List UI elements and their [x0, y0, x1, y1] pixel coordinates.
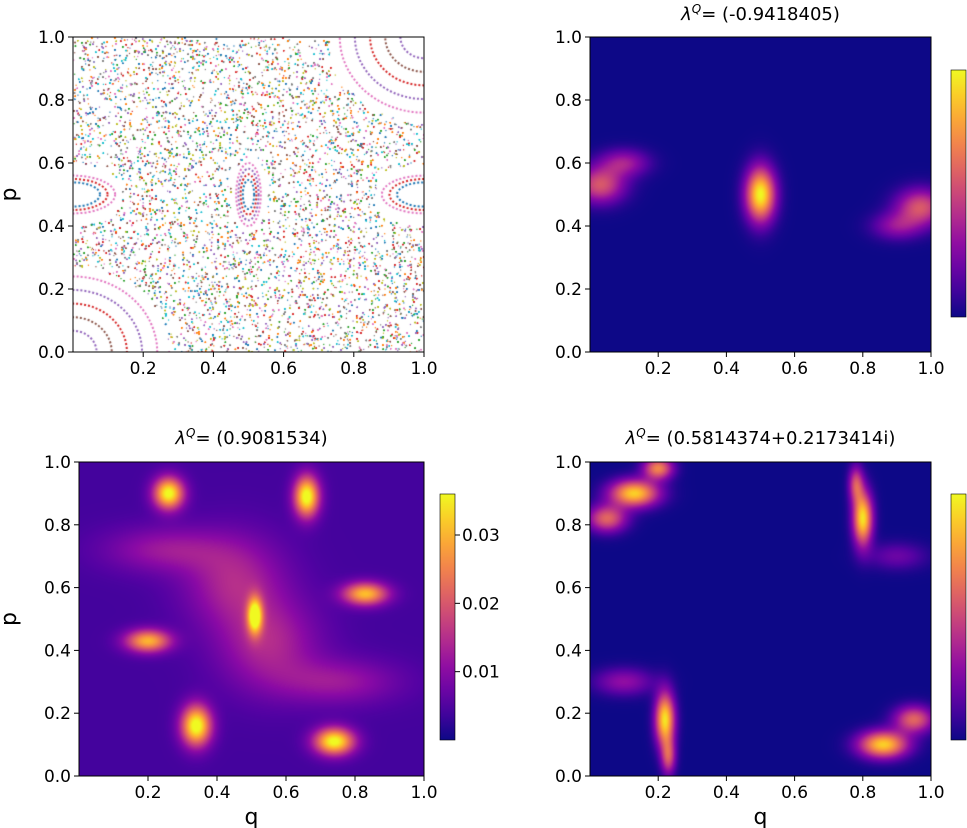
y-tick-label: 0.4	[555, 641, 582, 661]
x-tick-label: 0.2	[645, 783, 672, 803]
y-tick-label: 0.0	[38, 343, 65, 363]
y-tick-label: 0.4	[555, 217, 582, 237]
x-tick-label: 0.6	[270, 359, 297, 379]
y-axis-label: p	[0, 612, 22, 626]
y-tick-label: 0.6	[44, 579, 71, 599]
y-tick-label: 0.0	[555, 343, 582, 363]
y-tick-label: 1.0	[555, 453, 582, 473]
y-tick-label: 0.0	[555, 767, 582, 787]
y-tick-label: 0.2	[555, 280, 582, 300]
y-tick-label: 0.8	[555, 91, 582, 111]
y-tick-label: 1.0	[44, 453, 71, 473]
y-tick-label: 0.2	[38, 280, 65, 300]
y-axis-label: p	[0, 188, 22, 202]
x-tick-label: 0.6	[781, 359, 808, 379]
y-tick-label: 0.4	[38, 217, 65, 237]
x-tick-label: 0.2	[130, 359, 157, 379]
x-axis-label: q	[245, 805, 259, 828]
y-tick-label: 0.2	[44, 704, 71, 724]
y-tick-label: 0.8	[555, 516, 582, 536]
colorbar-tick-label: 0.02	[462, 594, 500, 614]
y-tick-label: 0.6	[555, 579, 582, 599]
colorbar-tick-label: 0.01	[462, 663, 500, 683]
x-tick-label: 0.4	[713, 783, 740, 803]
plot-frame	[589, 36, 932, 353]
colorbar-2: 0.01 0.02 0.03	[439, 493, 500, 741]
y-tick-label: 1.0	[555, 28, 582, 48]
colorbar-1	[950, 69, 967, 318]
chart-title: λQ= (0.9081534)	[174, 426, 327, 449]
x-tick-label: 0.8	[341, 783, 368, 803]
y-tick-label: 0.2	[555, 704, 582, 724]
colorbar-3	[950, 493, 967, 741]
colorbar-gradient	[439, 493, 456, 741]
x-tick-label: 0.8	[849, 783, 876, 803]
colorbar-gradient	[950, 69, 967, 318]
y-tick-label: 0.0	[44, 767, 71, 787]
chart-title: λQ= (0.5814374+0.2173414i)	[625, 426, 896, 449]
y-tick-label: 0.6	[38, 154, 65, 174]
heatmap-image	[590, 462, 931, 776]
y-tick-label: 0.8	[38, 91, 65, 111]
x-tick-label: 0.6	[781, 783, 808, 803]
panel-0: 0.2 0.4 0.6 0.8 1.0 0.0 0.2 0.4 0.6 0.8 1.0 p	[0, 28, 438, 379]
panel-2: 0.2 0.4 0.6 0.8 1.0 0.0 0.2 0.4 0.6 0.8 1.0 q p λQ= (…	[0, 426, 438, 828]
x-tick-label: 0.4	[713, 359, 740, 379]
y-tick-label: 0.4	[44, 641, 71, 661]
heatmap-image	[79, 462, 424, 776]
poincare-scatter	[73, 37, 424, 352]
x-tick-label: 0.4	[203, 783, 230, 803]
colorbar-tick-label: 0.03	[462, 526, 500, 546]
x-tick-label: 0.2	[645, 359, 672, 379]
x-tick-label: 1.0	[917, 359, 944, 379]
heatmap-image	[590, 37, 931, 352]
x-tick-label: 0.4	[200, 359, 227, 379]
plot-frame	[78, 461, 425, 777]
x-tick-label: 1.0	[410, 359, 437, 379]
x-axis-label: q	[754, 805, 768, 828]
y-tick-label: 0.6	[555, 154, 582, 174]
y-tick-label: 1.0	[38, 28, 65, 48]
panel-3: 0.2 0.4 0.6 0.8 1.0 0.0 0.2 0.4 0.6 0.8 1.0 q λQ= (0…	[555, 426, 945, 828]
plot-frame	[72, 36, 425, 353]
x-tick-label: 0.6	[272, 783, 299, 803]
x-tick-label: 1.0	[410, 783, 437, 803]
colorbar-gradient	[950, 493, 967, 741]
x-tick-label: 0.8	[849, 359, 876, 379]
panel-1: 0.2 0.4 0.6 0.8 1.0 0.0 0.2 0.4 0.6 0.8 1.0 λQ= (-0…	[555, 2, 945, 379]
x-tick-label: 0.2	[134, 783, 161, 803]
chart-title: λQ= (-0.9418405)	[680, 2, 840, 25]
plot-frame	[589, 461, 932, 777]
x-tick-label: 0.8	[340, 359, 367, 379]
y-tick-label: 0.8	[44, 516, 71, 536]
x-tick-label: 1.0	[917, 783, 944, 803]
